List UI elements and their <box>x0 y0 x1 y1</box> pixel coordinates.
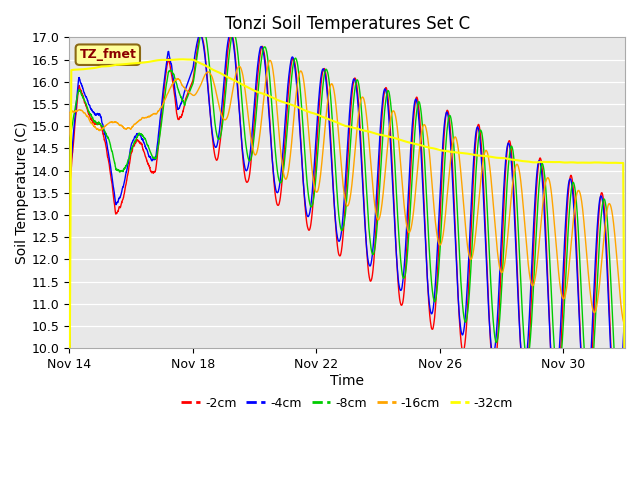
Legend: -2cm, -4cm, -8cm, -16cm, -32cm: -2cm, -4cm, -8cm, -16cm, -32cm <box>176 392 518 415</box>
Y-axis label: Soil Temperature (C): Soil Temperature (C) <box>15 121 29 264</box>
Text: TZ_fmet: TZ_fmet <box>79 48 136 61</box>
Title: Tonzi Soil Temperatures Set C: Tonzi Soil Temperatures Set C <box>225 15 470 33</box>
X-axis label: Time: Time <box>330 374 364 388</box>
